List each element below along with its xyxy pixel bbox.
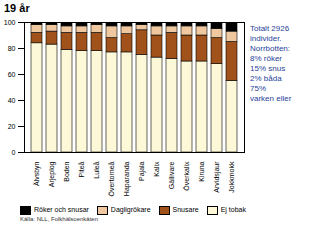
svg-text:Luleå: Luleå: [93, 161, 100, 178]
svg-text:Övertorneå: Övertorneå: [108, 161, 115, 196]
html-text:individer.: individer.: [250, 34, 282, 43]
svg-text:Överkalix: Överkalix: [183, 161, 190, 191]
html-text:Dagligrökare: Dagligrökare: [110, 205, 151, 213]
svg-text:60: 60: [8, 71, 16, 78]
html-text:Ej tobak: Ej tobak: [220, 205, 246, 213]
svg-text:Kalix: Kalix: [153, 161, 160, 177]
svg-text:Jokkmokk: Jokkmokk: [228, 161, 235, 193]
svg-text:Gällivare: Gällivare: [168, 161, 175, 189]
html-text:15% snus: 15% snus: [250, 64, 286, 73]
svg-text:0: 0: [12, 149, 16, 156]
html-text:19 år: 19 år: [4, 2, 30, 14]
svg-text:Älvsbyn: Älvsbyn: [33, 161, 41, 186]
html-text:8% röker: 8% röker: [250, 54, 282, 63]
html-text:Snusare: Snusare: [172, 205, 199, 213]
html-text:varken eller: varken eller: [250, 94, 292, 103]
svg-text:Kiruna: Kiruna: [198, 161, 205, 181]
svg-text:40: 40: [8, 97, 16, 104]
svg-text:Piteå: Piteå: [78, 161, 85, 177]
svg-text:Arvidsjaur: Arvidsjaur: [213, 161, 221, 193]
svg-text:20: 20: [8, 123, 16, 130]
svg-text:Arjeplog: Arjeplog: [48, 161, 56, 187]
svg-text:100: 100: [4, 19, 16, 26]
html-text:2% båda: 2% båda: [250, 74, 282, 83]
html-text:75%: 75%: [250, 84, 266, 93]
html-text:Källa: NLL, Folkhälsoenkäten: Källa: NLL, Folkhälsoenkäten: [20, 216, 98, 222]
svg-text:Boden: Boden: [63, 161, 70, 181]
svg-text:80: 80: [8, 45, 16, 52]
html-text:Totalt 2926: Totalt 2926: [250, 24, 290, 33]
svg-text:Pajala: Pajala: [138, 161, 146, 181]
html-text:Röker och snusar: Röker och snusar: [34, 205, 89, 213]
html-text:Norrbotten:: Norrbotten:: [250, 44, 290, 53]
svg-text:Haparanda: Haparanda: [123, 161, 131, 196]
